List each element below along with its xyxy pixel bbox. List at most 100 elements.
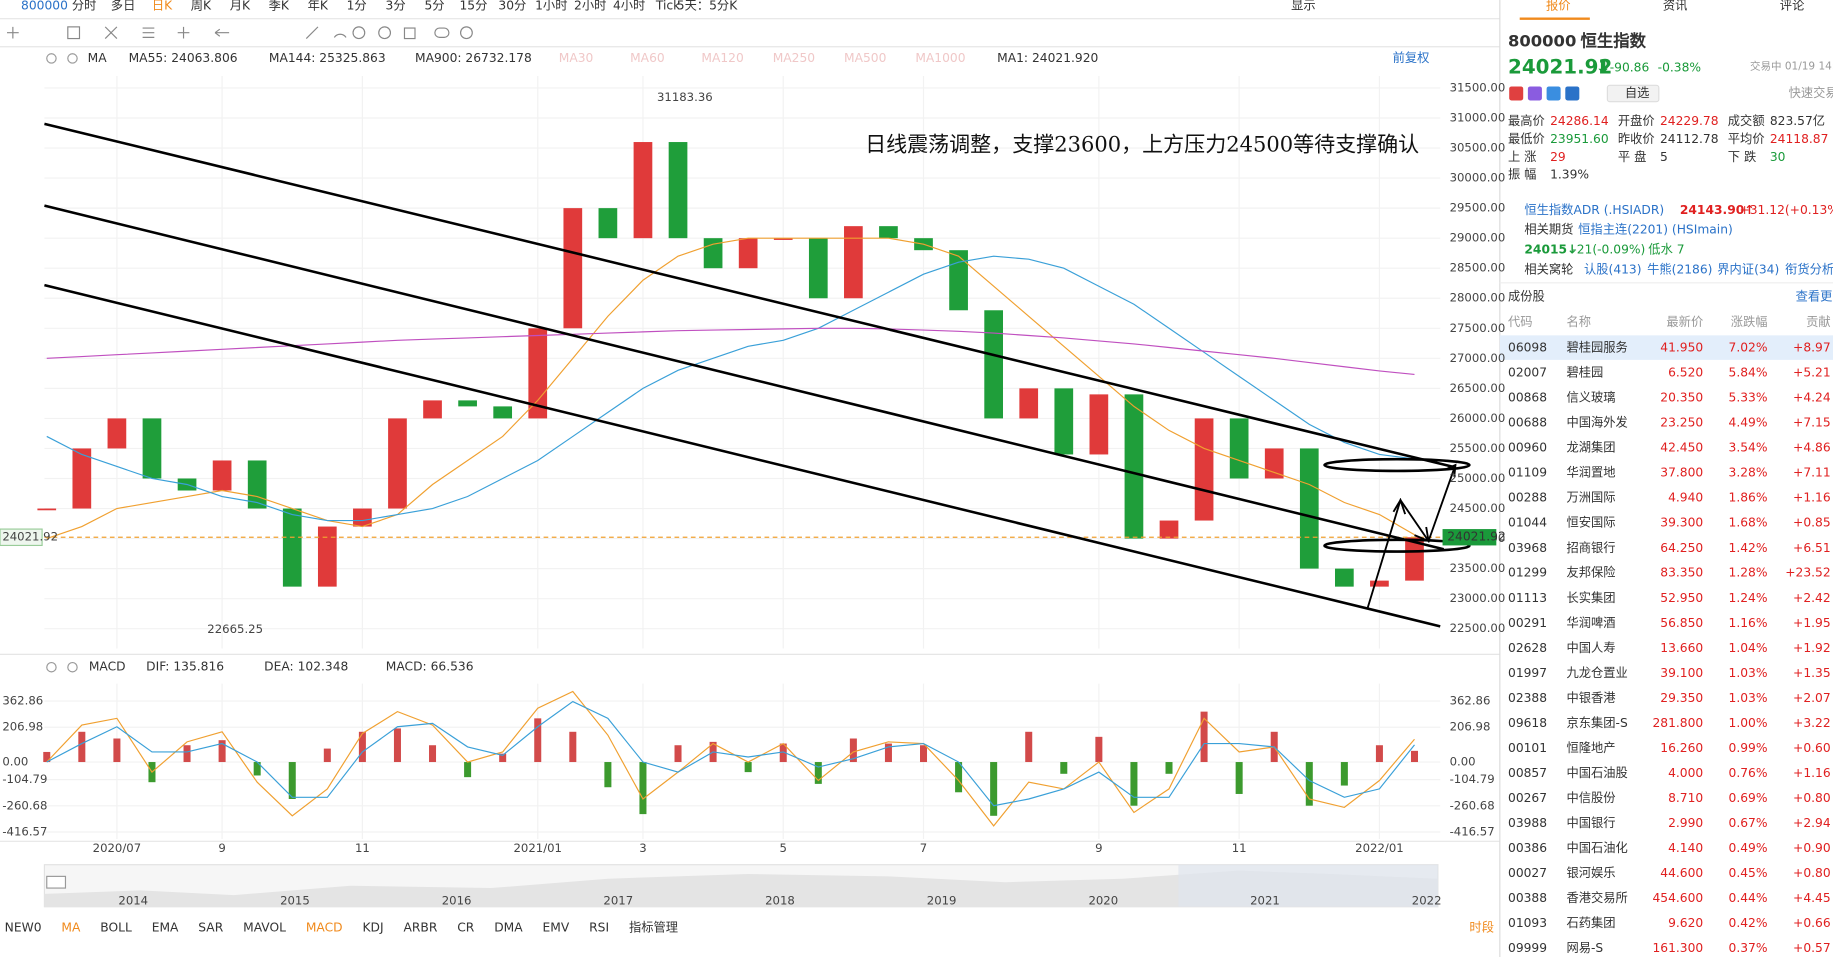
period-button[interactable]: 1分 — [347, 0, 367, 12]
year-label: 2021 — [1250, 893, 1280, 907]
y-tick-label: -260.68 — [1450, 798, 1495, 812]
indicator-tab[interactable]: MAVOL — [243, 920, 286, 934]
stat-label: 昨收价 — [1618, 132, 1655, 146]
macd-bar — [43, 751, 51, 763]
candle — [282, 508, 302, 587]
stat-value: 5 — [1660, 150, 1668, 164]
candle — [142, 418, 162, 479]
chart-settings-icons[interactable] — [46, 53, 78, 673]
year-label: 2020 — [1088, 893, 1118, 907]
year-label: 2017 — [603, 893, 633, 907]
indicator-tab[interactable]: NEW0 — [5, 920, 42, 934]
legend-entry: MA1: 24021.920 — [997, 51, 1098, 65]
side-tab[interactable]: 资讯 — [1663, 0, 1688, 12]
table-cell: 银河娱乐 — [1566, 866, 1615, 880]
legend-entry: MACD: 66.536 — [386, 660, 474, 674]
table-cell: 0.67% — [1729, 816, 1768, 830]
indicator-tab[interactable]: MA — [61, 920, 81, 934]
warrant-link[interactable]: 界内证(34) — [1717, 262, 1779, 276]
indicator-tab[interactable]: ARBR — [404, 920, 438, 934]
warrant-link[interactable]: 衔货分析 — [1785, 261, 1833, 276]
period-button[interactable]: 4小时 — [613, 0, 645, 12]
adjust-button[interactable]: 前复权 — [1393, 50, 1430, 65]
table-cell: +23.52 — [1785, 566, 1830, 580]
table-cell: 03968 — [1508, 541, 1547, 555]
stat-label: 振 幅 — [1508, 167, 1536, 182]
period-button[interactable]: 30分 — [498, 0, 526, 12]
related-label: 相关窝轮 — [1524, 261, 1573, 276]
period-button[interactable]: 时段 — [1469, 919, 1494, 934]
table-cell: 01299 — [1508, 566, 1547, 580]
macd-bar — [1165, 762, 1173, 774]
table-cell: 20.350 — [1660, 391, 1703, 405]
macd-bar — [1340, 762, 1348, 786]
period-button[interactable]: 周K — [191, 0, 212, 12]
table-cell: 华润置地 — [1566, 465, 1615, 480]
table-cell: +0.66 — [1793, 916, 1831, 930]
navigator-window[interactable] — [1178, 864, 1438, 907]
indicator-tab[interactable]: EMA — [152, 920, 179, 934]
indicator-tab[interactable]: RSI — [589, 920, 609, 934]
macd-bar — [744, 762, 752, 773]
indicator-tab[interactable]: SAR — [198, 920, 223, 934]
candle — [1194, 418, 1214, 521]
column-header: 名称 — [1566, 314, 1591, 329]
indicator-tab[interactable]: DMA — [494, 920, 523, 934]
table-cell: 0.45% — [1729, 866, 1768, 880]
share-icon[interactable] — [1565, 86, 1580, 101]
indicator-tab[interactable]: MACD — [306, 920, 343, 934]
legend-entry: MA55: 24063.806 — [129, 51, 238, 65]
period-button[interactable]: 月K — [230, 0, 251, 12]
display-button[interactable]: 显示 — [1291, 0, 1316, 12]
indicator-name: MACD — [89, 660, 126, 674]
legend-entry: DEA: 102.348 — [264, 660, 348, 674]
warrant-link[interactable]: 认股(413) — [1584, 262, 1642, 276]
watch-button[interactable] — [1606, 84, 1660, 103]
indicator-name: MA — [88, 51, 108, 65]
share-icon[interactable] — [1546, 86, 1561, 101]
side-tab[interactable]: 评论 — [1780, 0, 1805, 12]
indicator-tab[interactable]: EMV — [543, 920, 570, 934]
more-link[interactable]: 查看更多 — [1796, 289, 1833, 303]
table-cell: 中国海外发 — [1566, 415, 1627, 430]
table-cell: +3.22 — [1793, 716, 1831, 730]
period-button[interactable]: 年K — [308, 0, 329, 12]
period-button[interactable]: 2小时 — [574, 0, 606, 12]
period-button[interactable]: 日K — [152, 0, 173, 12]
indicator-tab[interactable]: BOLL — [100, 920, 132, 934]
share-icon[interactable] — [1527, 86, 1542, 101]
watch-label: 自选 — [1625, 86, 1650, 100]
table-cell: 1.28% — [1729, 566, 1768, 580]
period-button[interactable]: 分时 — [72, 0, 97, 12]
drawing-tools[interactable] — [7, 26, 473, 40]
indicator-tab[interactable]: 指标管理 — [629, 919, 678, 934]
share-icon[interactable] — [1509, 86, 1524, 101]
table-cell: 29.350 — [1660, 691, 1703, 705]
candle — [1299, 448, 1319, 569]
table-cell: 44.600 — [1660, 866, 1703, 880]
period-button[interactable]: 1小时 — [535, 0, 567, 12]
warrant-link[interactable]: 牛熊(2186) — [1647, 261, 1712, 276]
period-button[interactable]: 季K — [269, 0, 290, 12]
table-cell: +6.51 — [1793, 541, 1831, 555]
period-button[interactable]: 多日 — [111, 0, 136, 12]
legend-entry: MA30 — [559, 51, 594, 65]
side-tab[interactable]: 报价 — [1546, 0, 1571, 12]
table-cell: 7.02% — [1729, 341, 1768, 355]
period-button[interactable]: Tick — [655, 0, 681, 12]
period-button[interactable]: 5分 — [424, 0, 444, 12]
y-tick-label: 25500.00 — [1450, 441, 1506, 455]
navigator-handle[interactable] — [46, 875, 67, 889]
period-button[interactable]: 3分 — [386, 0, 406, 12]
table-cell: 1.42% — [1729, 541, 1768, 555]
period-button[interactable]: 15分 — [460, 0, 488, 12]
y-tick-label: 362.86 — [1450, 694, 1491, 708]
candle — [37, 508, 57, 511]
macd-bar — [1305, 762, 1313, 806]
x-tick-label: 2020/07 — [93, 841, 142, 855]
table-cell: 信义玻璃 — [1566, 391, 1615, 405]
indicator-tab[interactable]: KDJ — [363, 920, 384, 934]
indicator-tab[interactable]: CR — [457, 920, 475, 934]
period-button[interactable]: 5天：5分K — [677, 0, 738, 12]
